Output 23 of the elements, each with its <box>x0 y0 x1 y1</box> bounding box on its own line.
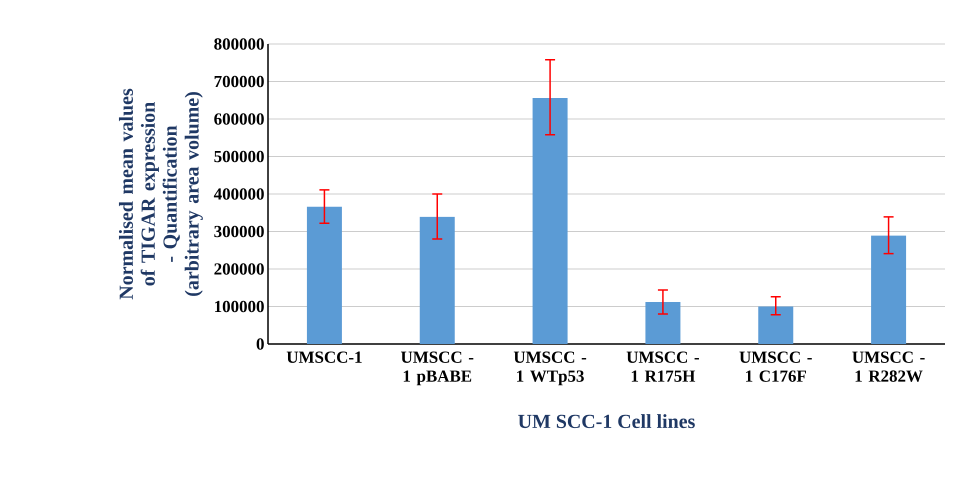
y-tick-label: 400000 <box>214 188 264 200</box>
y-tick-label: 200000 <box>214 263 264 275</box>
y-tick-label: 800000 <box>214 38 264 50</box>
bar <box>645 302 680 344</box>
y-axis-title: Normalised mean values of TIGAR expression - Quantification (arbitrary area volume) <box>118 88 203 300</box>
x-tick-label: UMSCC - 1 WTp53 <box>514 352 586 386</box>
y-tick-label: 500000 <box>214 150 264 162</box>
x-axis-title: UM SCC-1 Cell lines <box>518 414 695 428</box>
y-tick-label: 0 <box>256 338 264 350</box>
bar <box>871 236 906 344</box>
x-tick-label: UMSCC - 1 R282W <box>852 352 925 382</box>
x-tick-label: UMSCC - 1 C176F <box>739 352 812 382</box>
y-tick-label: 700000 <box>214 76 264 88</box>
y-tick-label: 600000 <box>214 113 264 125</box>
bar <box>758 306 794 344</box>
x-tick-label: UMSCC - 1 R175H <box>626 352 699 382</box>
bar <box>306 206 342 344</box>
x-tick-label: UMSCC - 1 pBABE <box>400 352 474 386</box>
bar <box>420 216 455 344</box>
y-tick-label: 300000 <box>214 226 264 238</box>
x-tick-label: UMSCC-1 <box>286 352 362 363</box>
bar <box>532 98 568 344</box>
y-tick-label: 100000 <box>215 300 264 312</box>
